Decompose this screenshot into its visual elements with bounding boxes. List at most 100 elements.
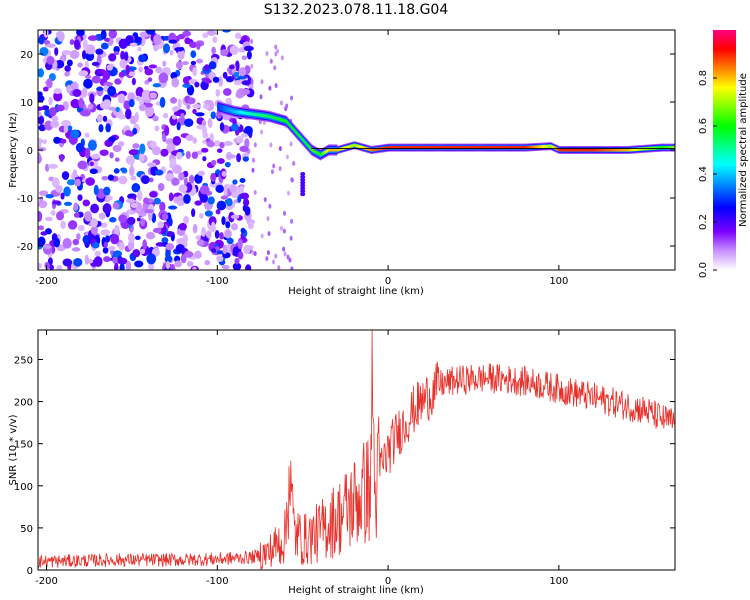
noise-blob xyxy=(194,81,200,88)
noise-blob xyxy=(127,209,134,215)
noise-blob xyxy=(74,178,81,187)
noise-blob xyxy=(194,200,202,206)
noise-blob xyxy=(169,264,176,270)
signal-core xyxy=(625,148,627,152)
noise-blob xyxy=(77,62,84,68)
signal-core xyxy=(295,130,297,134)
signal-core xyxy=(551,145,553,149)
signal-core xyxy=(264,114,266,118)
noise-blob xyxy=(84,211,92,222)
noise-blob xyxy=(263,197,267,203)
signal-core xyxy=(329,148,331,152)
signal-core xyxy=(474,146,476,150)
noise-blob xyxy=(171,177,180,186)
signal-core xyxy=(403,146,406,150)
noise-blob xyxy=(199,185,210,195)
signal-core xyxy=(286,121,289,125)
signal-core xyxy=(311,148,313,152)
signal-core xyxy=(511,146,513,150)
signal-core xyxy=(527,145,529,149)
signal-core xyxy=(658,146,661,150)
signal-core xyxy=(499,146,501,150)
noise-blob xyxy=(175,244,185,253)
noise-blob xyxy=(141,89,151,101)
signal-core xyxy=(250,112,252,116)
signal-core xyxy=(561,148,563,152)
noise-blob xyxy=(38,152,42,164)
signal-core xyxy=(448,146,451,150)
signal-core xyxy=(460,146,462,150)
noise-blob xyxy=(186,260,194,267)
signal-core xyxy=(567,148,569,152)
signal-core xyxy=(283,119,286,123)
signal-core xyxy=(598,148,600,152)
noise-blob xyxy=(78,70,89,77)
signal-blob xyxy=(300,180,306,185)
noise-blob xyxy=(103,256,111,263)
signal-core xyxy=(248,112,250,116)
noise-blob xyxy=(138,54,147,63)
noise-blob xyxy=(115,106,120,113)
signal-core xyxy=(312,149,314,153)
signal-core xyxy=(304,140,306,144)
noise-blob xyxy=(73,202,79,211)
noise-blob xyxy=(77,225,85,232)
signal-core xyxy=(622,148,624,152)
noise-blob xyxy=(98,124,104,133)
noise-blob xyxy=(136,190,143,202)
noise-blob xyxy=(276,48,280,54)
signal-core xyxy=(597,148,599,152)
snr-ytick-label: 0 xyxy=(27,566,33,577)
noise-blob xyxy=(60,192,65,200)
signal-core xyxy=(359,145,361,149)
noise-blob xyxy=(176,151,183,160)
signal-core xyxy=(425,146,427,150)
signal-core xyxy=(570,148,573,152)
noise-blob xyxy=(117,141,125,147)
noise-blob xyxy=(57,30,65,42)
signal-core xyxy=(452,146,455,150)
signal-core xyxy=(607,148,609,152)
noise-blob xyxy=(153,34,162,46)
noise-blob xyxy=(153,44,159,52)
signal-core xyxy=(594,148,596,152)
signal-core xyxy=(421,146,423,150)
signal-core xyxy=(306,143,308,147)
signal-core xyxy=(385,146,387,150)
noise-blob xyxy=(90,225,98,235)
signal-core xyxy=(636,147,638,151)
signal-core xyxy=(641,147,643,151)
signal-core xyxy=(258,113,260,117)
noise-blob xyxy=(44,40,51,45)
signal-core xyxy=(603,148,605,152)
noise-blob xyxy=(91,61,100,66)
noise-blob xyxy=(46,43,56,48)
noise-blob xyxy=(241,55,248,61)
signal-core xyxy=(257,113,259,117)
signal-core xyxy=(319,153,321,157)
snr-ytick-label: 200 xyxy=(14,398,33,409)
signal-core xyxy=(566,148,568,152)
signal-core xyxy=(673,146,675,150)
signal-core xyxy=(523,146,525,150)
signal-core xyxy=(609,148,611,152)
noise-blob xyxy=(107,174,114,181)
noise-blob xyxy=(232,262,242,270)
colorbar: 0.0 0.2 0.4 0.6 0.8 Normalized spectral ampl… xyxy=(698,30,749,278)
signal-core xyxy=(332,148,334,152)
signal-core xyxy=(418,146,420,150)
signal-core xyxy=(222,106,224,110)
signal-core xyxy=(406,146,409,150)
signal-core xyxy=(428,146,430,150)
noise-blob xyxy=(56,211,65,221)
noise-blob xyxy=(154,125,160,132)
noise-blob xyxy=(114,78,122,85)
signal-core xyxy=(573,148,576,152)
noise-blob xyxy=(278,166,282,172)
signal-core xyxy=(401,146,403,150)
noise-blob xyxy=(119,263,125,270)
signal-core xyxy=(515,146,517,150)
signal-core xyxy=(236,110,238,114)
noise-blob xyxy=(39,46,49,57)
noise-blob xyxy=(219,141,225,149)
